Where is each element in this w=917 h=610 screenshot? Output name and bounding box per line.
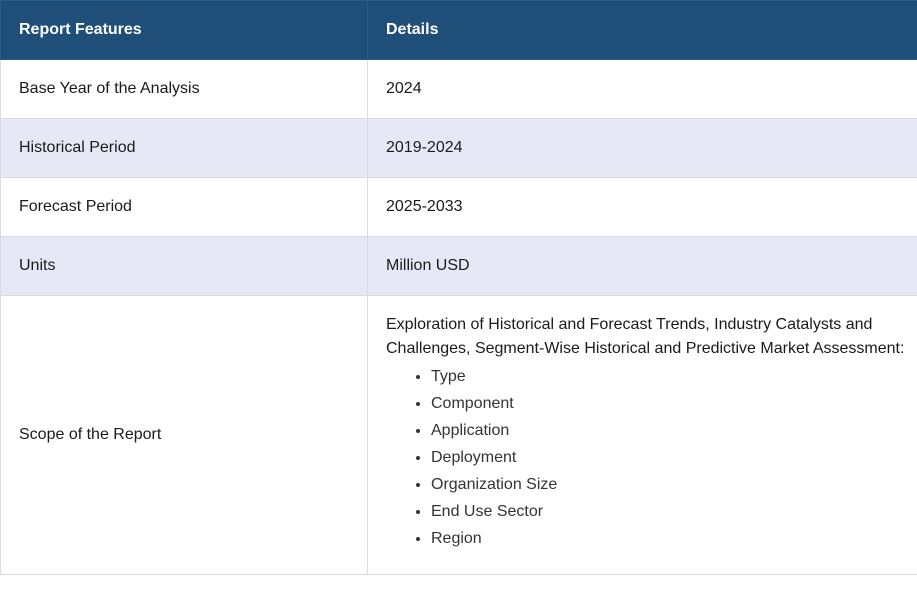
list-item: End Use Sector (431, 498, 907, 525)
table-row-historical-period: Historical Period 2019-2024 (0, 118, 917, 178)
list-item: Component (431, 390, 907, 417)
table-row-forecast-period: Forecast Period 2025-2033 (0, 177, 917, 237)
table-header-row: Report Features Details (0, 0, 917, 60)
list-item: Organization Size (431, 471, 907, 498)
report-features-table: Report Features Details Base Year of the… (0, 0, 917, 575)
detail-cell: 2019-2024 (367, 118, 917, 178)
header-report-features: Report Features (0, 0, 368, 60)
detail-cell: Million USD (367, 236, 917, 296)
scope-segment-list: Type Component Application Deployment Or… (386, 363, 907, 552)
list-item: Type (431, 363, 907, 390)
feature-cell: Scope of the Report (0, 295, 368, 575)
header-details: Details (367, 0, 917, 60)
list-item: Region (431, 525, 907, 552)
detail-cell: 2025-2033 (367, 177, 917, 237)
detail-cell: 2024 (367, 59, 917, 119)
list-item: Application (431, 417, 907, 444)
table-row-base-year: Base Year of the Analysis 2024 (0, 59, 917, 119)
feature-cell: Historical Period (0, 118, 368, 178)
list-item: Deployment (431, 444, 907, 471)
feature-cell: Base Year of the Analysis (0, 59, 368, 119)
feature-cell: Forecast Period (0, 177, 368, 237)
scope-intro-text: Exploration of Historical and Forecast T… (386, 316, 905, 357)
table-row-units: Units Million USD (0, 236, 917, 296)
feature-cell: Units (0, 236, 368, 296)
table-row-scope: Scope of the Report Exploration of Histo… (0, 295, 917, 575)
scope-detail-cell: Exploration of Historical and Forecast T… (367, 295, 917, 575)
